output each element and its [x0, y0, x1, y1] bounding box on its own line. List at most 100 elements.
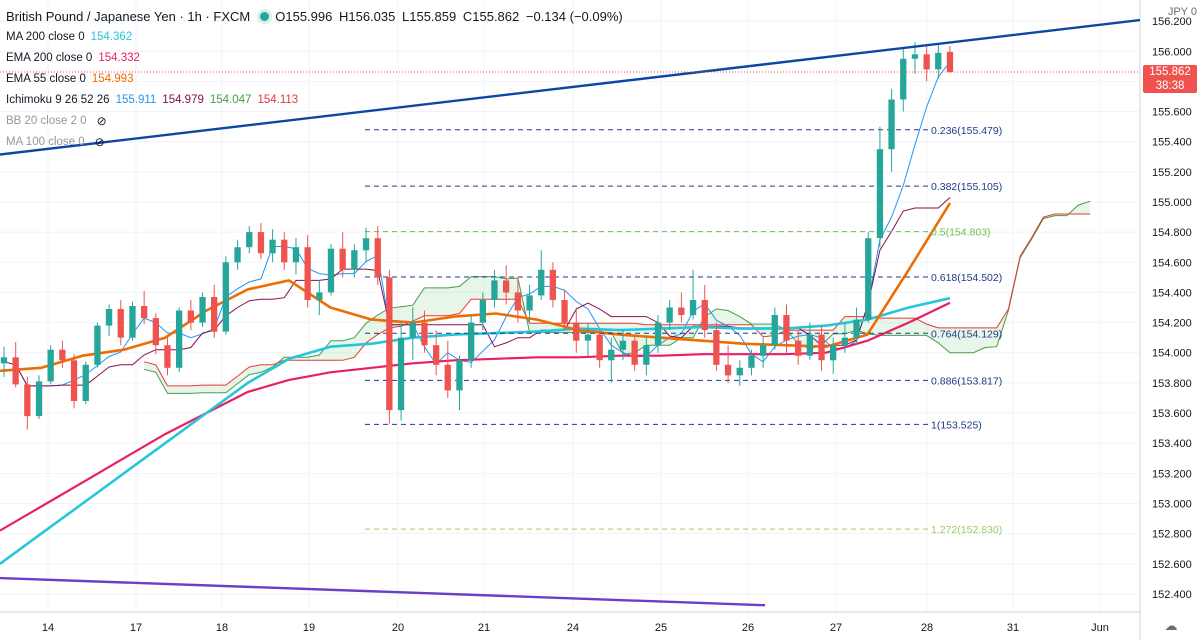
candle-body [47, 349, 54, 382]
candle-body [444, 364, 451, 391]
candle-body [689, 300, 697, 316]
y-tick-label: 155.000 [1152, 197, 1192, 209]
y-tick-label: 156.000 [1152, 46, 1192, 58]
ohlc-change: −0.134 (−0.09%) [525, 9, 623, 24]
y-tick-label: 153.800 [1152, 378, 1192, 390]
candle-body [327, 248, 335, 293]
y-tick-label: 154.800 [1152, 227, 1192, 239]
x-tick-label: 26 [742, 622, 754, 634]
chart-legend: British Pound / Japanese Yen · 1h · FXCM… [6, 6, 626, 153]
indicator-row[interactable]: MA 200 close 0 154.362 [6, 27, 626, 48]
candle-body [292, 247, 300, 263]
indicator-row[interactable]: EMA 200 close 0 154.332 [6, 48, 626, 69]
candle-body [117, 309, 124, 338]
candle-body [269, 239, 276, 254]
ichimoku-cloud [143, 200, 1091, 394]
candle-body [584, 334, 592, 341]
candle-body [421, 322, 428, 346]
candle-body [666, 307, 673, 323]
x-tick-label: 17 [130, 622, 142, 634]
currency-label: JPY [1167, 6, 1188, 18]
leading-span-a [143, 200, 1091, 394]
candle-body [386, 277, 393, 411]
y-tick-label: 154.400 [1152, 287, 1192, 299]
x-tick-label: 21 [478, 622, 490, 634]
candle-body [935, 52, 942, 70]
candle-body [713, 330, 720, 365]
indicator-row[interactable]: Ichimoku 9 26 52 26 155.911 154.979 154.047… [6, 90, 626, 111]
currency-suffix: 0 [1190, 6, 1197, 18]
candle-body [70, 360, 78, 401]
x-tick-label: 14 [42, 622, 54, 634]
candle-body [841, 337, 848, 346]
candle-body [514, 292, 521, 311]
hidden-eye-icon[interactable]: ⊘ [94, 135, 105, 149]
candle-body [619, 340, 627, 350]
candle-body [783, 315, 790, 341]
fib-level-label: 0.886(153.817) [931, 375, 1002, 387]
candle-body [701, 300, 708, 331]
x-tick-label: 18 [216, 622, 228, 634]
last-price-value: 155.862 [1149, 66, 1191, 79]
indicator-label: EMA 55 close 0 [6, 73, 86, 85]
candle-body [362, 238, 370, 251]
fib-level-label: 0.5(154.803) [931, 227, 991, 239]
indicator-label: MA 200 close 0 [6, 31, 85, 43]
candle-body [549, 269, 556, 300]
currency-badge[interactable]: JPY 0 [1168, 6, 1197, 18]
candle-body [339, 248, 346, 270]
indicator-row[interactable]: BB 20 close 2 0 ⊘ [6, 111, 626, 132]
candle-body [643, 345, 650, 365]
legend-title-row: British Pound / Japanese Yen · 1h · FXCM… [6, 6, 626, 27]
candle-body [35, 381, 43, 417]
candle-body [830, 345, 837, 361]
candle-body [187, 310, 194, 323]
y-tick-label: 153.400 [1152, 438, 1192, 450]
candle-body [234, 247, 241, 263]
candle-body [865, 238, 872, 320]
candle-body [164, 345, 171, 368]
candle-body [526, 295, 533, 311]
candle-body [911, 54, 919, 59]
candle-body [211, 297, 218, 332]
candle-body [176, 310, 183, 368]
y-tick-label: 152.600 [1152, 559, 1192, 571]
market-status-icon [260, 12, 270, 21]
candle-body [246, 232, 253, 248]
grid-lines [0, 0, 1140, 612]
y-tick-label: 152.400 [1152, 589, 1192, 601]
indicator-row[interactable]: EMA 55 close 0 154.993 [6, 69, 626, 90]
candle-body [853, 319, 860, 338]
candle-body [199, 297, 206, 323]
x-tick-label: Jun [1091, 622, 1109, 634]
candle-body [456, 360, 463, 391]
candle-body [654, 322, 662, 346]
candle-body [573, 322, 580, 341]
candle-body [24, 384, 31, 417]
candle-body [795, 340, 802, 356]
candle-body [678, 307, 685, 315]
symbol-title[interactable]: British Pound / Japanese Yen · 1h · FXCM [6, 9, 251, 24]
x-tick-label: 28 [921, 622, 933, 634]
candle-body [479, 300, 486, 323]
candle-body [468, 322, 475, 361]
hidden-eye-icon[interactable]: ⊘ [96, 114, 107, 128]
ohlc-values: O155.996 H156.035 L155.859 C155.862 −0.1… [275, 6, 625, 27]
candle-body [900, 58, 907, 100]
fib-level-label: 0.382(155.105) [931, 181, 1002, 193]
candle-body [257, 232, 265, 254]
candle-body [222, 262, 229, 332]
candle-body [736, 367, 743, 376]
candle-body [82, 364, 89, 401]
fib-level-label: 0.236(155.479) [931, 125, 1002, 137]
candle-body [946, 51, 954, 73]
indicator-row[interactable]: MA 100 close 0 ⊘ [6, 132, 626, 153]
cloud-icon[interactable]: ☁ [1164, 618, 1178, 633]
y-tick-label: 153.000 [1152, 498, 1192, 510]
fib-level-label: 0.764(154.129) [931, 328, 1002, 340]
candle-body [491, 280, 498, 300]
candle-body [351, 250, 358, 270]
x-tick-label: 31 [1007, 622, 1019, 634]
candle-body [304, 247, 311, 300]
